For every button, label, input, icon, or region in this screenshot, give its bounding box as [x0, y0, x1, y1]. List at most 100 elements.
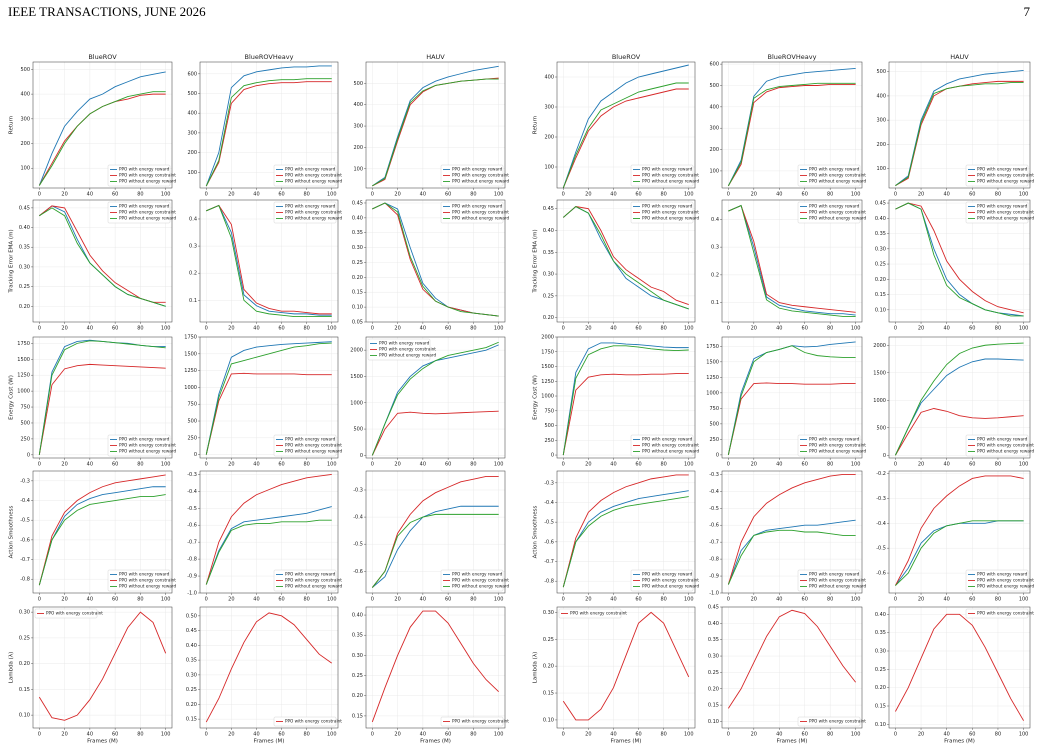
series-line: [205, 372, 332, 455]
x-tick-label: 100: [851, 326, 861, 332]
y-tick-label: 0.45: [352, 200, 363, 206]
series-line: [205, 65, 332, 187]
y-tick-label: 500: [20, 420, 30, 426]
legend-label: PPO with energy constraint: [809, 719, 866, 724]
y-tick-label: 500: [876, 425, 886, 431]
y-axis-label: Return: [533, 115, 539, 134]
series-line: [727, 345, 856, 455]
series-line: [371, 341, 499, 456]
y-tick-label: 250: [20, 436, 30, 442]
x-tick-label: 80: [137, 462, 143, 468]
x-tick-label: 100: [161, 192, 171, 198]
axes-frame: [32, 199, 173, 323]
axes-frame: [556, 606, 696, 729]
legend-box: [34, 608, 98, 619]
legend-label: PPO with energy constraint: [379, 347, 436, 352]
legend-label: PPO without energy reward: [809, 216, 867, 221]
legend-box: [965, 164, 1029, 187]
legend-label: PPO with energy reward: [119, 572, 170, 577]
legend-label: PPO without energy reward: [285, 584, 343, 589]
series-line: [205, 341, 332, 455]
x-tick-label: 0: [205, 732, 208, 738]
x-tick-label: 0: [371, 732, 374, 738]
legend-label: PPO without energy reward: [642, 216, 700, 221]
y-tick-label: 0.25: [19, 284, 30, 290]
x-tick-label: 100: [684, 732, 694, 738]
axes-frame: [199, 606, 339, 729]
legend-label: PPO without energy reward: [977, 584, 1035, 589]
axes-frame: [556, 336, 696, 459]
x-tick-label: 20: [751, 462, 757, 468]
y-tick-label: -0.4: [709, 489, 719, 495]
y-tick-label: -0.3: [353, 487, 363, 493]
axes-frame: [32, 336, 173, 459]
x-tick-label: 80: [660, 597, 666, 603]
subplot-title: HAUV: [950, 53, 969, 61]
x-tick-label: 0: [38, 462, 41, 468]
y-axis-label: Action Smoothness: [9, 505, 15, 558]
legend-label: PPO with energy constraint: [285, 210, 342, 215]
y-tick-label: 0.30: [543, 610, 554, 616]
y-tick-label: -0.3: [709, 472, 719, 478]
y-tick-label: 0.25: [543, 293, 554, 299]
series-line: [38, 494, 166, 586]
legend-box: [630, 164, 694, 187]
axes-frame: [199, 61, 339, 189]
x-tick-label: 60: [802, 192, 808, 198]
x-tick-label: 100: [1019, 192, 1029, 198]
x-tick-label: 40: [420, 192, 426, 198]
y-tick-label: 200: [187, 150, 197, 156]
legend-label: PPO with energy reward: [809, 167, 860, 172]
y-tick-label: 0.35: [352, 230, 363, 236]
y-tick-label: 1000: [184, 385, 197, 391]
legend-box: [273, 164, 337, 187]
y-tick-label: -0.5: [544, 520, 554, 526]
x-tick-label: 20: [228, 192, 234, 198]
x-tick-label: 100: [161, 326, 171, 332]
legend-box: [367, 338, 431, 361]
series-line: [895, 202, 1024, 317]
x-tick-label: 60: [635, 326, 641, 332]
legend-label: PPO without energy reward: [642, 584, 700, 589]
series-line: [205, 81, 332, 187]
y-tick-label: 0.3: [711, 245, 719, 251]
x-tick-label: 100: [494, 326, 504, 332]
y-tick-label: 500: [187, 91, 197, 97]
x-tick-label: 80: [827, 462, 833, 468]
x-tick-label: 60: [969, 597, 975, 603]
x-tick-label: 60: [445, 326, 451, 332]
legend-label: PPO without energy reward: [977, 216, 1035, 221]
plot-area: [33, 607, 172, 728]
y-tick-label: 0.20: [19, 304, 30, 310]
y-tick-label: 300: [544, 105, 554, 111]
x-tick-label: 40: [420, 597, 426, 603]
series-line: [895, 475, 1024, 586]
x-tick-label: 0: [38, 732, 41, 738]
x-tick-label: 100: [1019, 326, 1029, 332]
legend-label: PPO without energy reward: [642, 449, 700, 454]
series-line: [38, 91, 166, 186]
legend-box: [630, 569, 694, 592]
series-line: [728, 204, 856, 317]
y-axis-label: Action Smoothness: [533, 505, 539, 558]
y-tick-label: 0.30: [875, 649, 886, 655]
axes-frame: [199, 336, 339, 459]
legend-label: PPO with energy constraint: [285, 578, 342, 583]
series-line: [38, 71, 166, 186]
y-tick-label: 0.30: [186, 672, 197, 678]
x-tick-label: 80: [827, 597, 833, 603]
legend-label: PPO with energy reward: [119, 167, 170, 172]
legend-label: PPO with energy constraint: [119, 443, 176, 448]
legend-box: [273, 434, 337, 457]
y-tick-label: 1500: [184, 351, 197, 357]
y-tick-label: 0.40: [875, 612, 886, 618]
x-tick-label: 20: [918, 462, 924, 468]
y-tick-label: 0.10: [19, 713, 30, 719]
y-tick-label: 500: [353, 81, 363, 87]
series-line: [562, 490, 689, 588]
y-tick-label: 0.05: [352, 320, 363, 326]
y-axis-label: Return: [9, 115, 15, 134]
y-tick-label: 0.20: [875, 685, 886, 691]
x-tick-label: 0: [727, 326, 730, 332]
y-tick-label: 0.25: [352, 260, 363, 266]
